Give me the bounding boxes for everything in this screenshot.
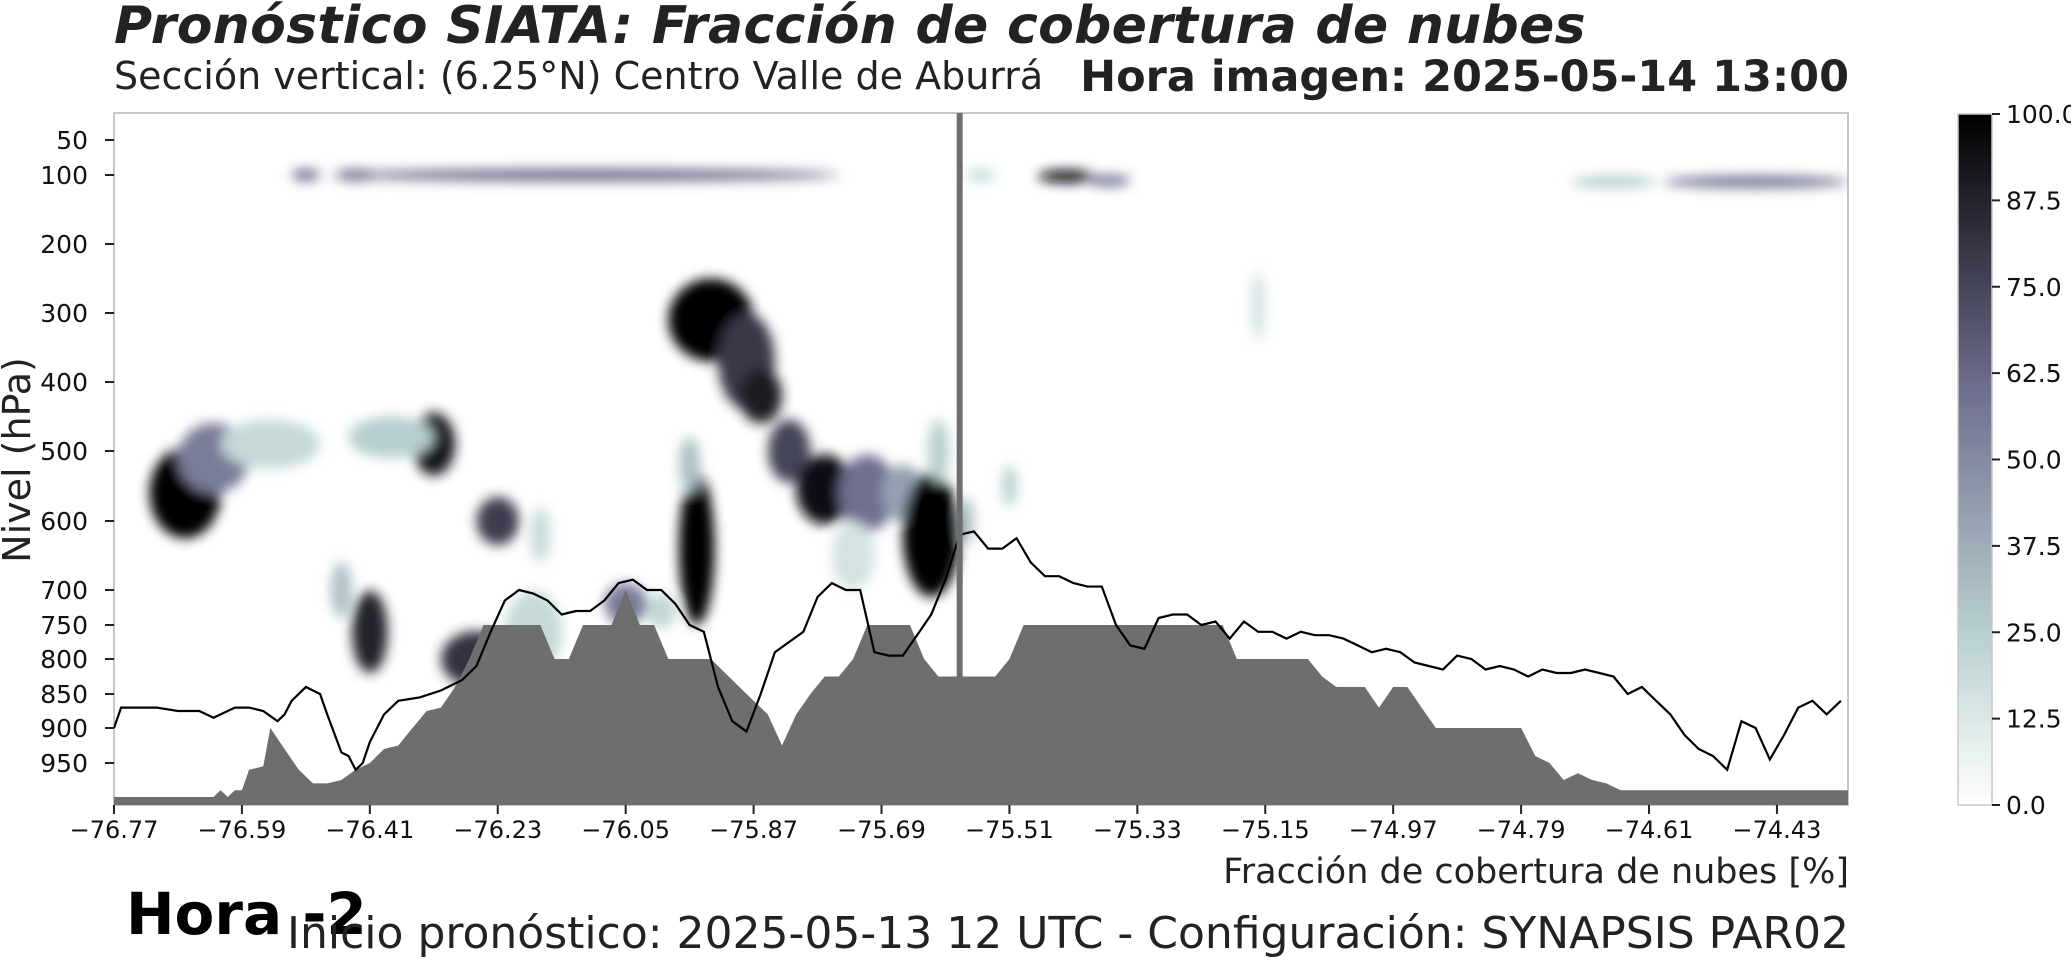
x-tick-label: −75.33: [1093, 816, 1182, 844]
cloud-cell: [291, 169, 321, 181]
page-title: Pronóstico SIATA: Fracción de cobertura …: [114, 0, 1586, 56]
colorbar-tick-label: 87.5: [2006, 186, 2062, 215]
x-tick-label: −74.97: [1349, 816, 1438, 844]
colorbar-tick-label: 37.5: [2006, 532, 2062, 561]
y-tick-label: 50: [56, 126, 88, 155]
x-axis: −76.77 −76.59 −76.41 −76.23 −76.05 −75.87 −75.…: [70, 805, 1822, 844]
x-tick-label: −75.69: [837, 816, 926, 844]
y-tick-label: 200: [40, 230, 88, 259]
cloud-cell: [1570, 175, 1657, 188]
y-tick-label: 500: [40, 437, 88, 466]
chart-subtitle: Sección vertical: (6.25°N) Centro Valle …: [114, 54, 1044, 98]
y-tick-label: 850: [40, 680, 88, 709]
y-axis: 50 100 200 300 400 500 600 700 750 800 850 900 950: [40, 126, 114, 778]
x-tick-label: −74.43: [1733, 816, 1822, 844]
y-tick-label: 300: [40, 299, 88, 328]
x-tick-label: −76.77: [70, 816, 159, 844]
cloud-cell: [902, 472, 960, 597]
cloud-cell: [831, 521, 875, 590]
cloud-cell: [1037, 170, 1095, 183]
colorbar-tick-label: 25.0: [2006, 618, 2062, 647]
x-axis-label: Fracción de cobertura de nubes [%]: [1223, 852, 1849, 892]
colorbar-tick-label: 75.0: [2006, 273, 2062, 302]
x-tick-label: −76.59: [198, 816, 287, 844]
x-tick-label: −75.87: [709, 816, 798, 844]
x-tick-label: −74.61: [1605, 816, 1694, 844]
colorbar: 0.0 12.5 25.0 37.5 50.0 62.5 75.0 87.5 100.0: [1957, 100, 2071, 820]
y-tick-label: 600: [40, 507, 88, 536]
cloud-cell: [739, 368, 783, 424]
cloud-cell: [927, 419, 950, 483]
colorbar-tick-label: 62.5: [2006, 359, 2062, 388]
cloud-cell: [220, 419, 321, 469]
cloud-cell: [838, 454, 896, 532]
colorbar-tick-label: 50.0: [2006, 446, 2062, 475]
cloud-cell: [796, 454, 854, 525]
x-tick-label: −76.23: [453, 816, 542, 844]
x-tick-label: −76.05: [581, 816, 670, 844]
cloud-cell: [529, 507, 552, 563]
x-tick-label: −74.79: [1477, 816, 1566, 844]
cloud-fraction-field: [149, 169, 1848, 687]
x-tick-label: −75.15: [1221, 816, 1310, 844]
colorbar-tick-label: 12.5: [2006, 705, 2062, 734]
relative-hour-label: Hora -2: [126, 880, 367, 948]
plot-area: [113, 112, 1849, 806]
cloud-cell: [348, 416, 434, 459]
y-tick-label: 750: [40, 611, 88, 640]
y-tick-label: 800: [40, 645, 88, 674]
cloud-cell: [330, 562, 353, 618]
colorbar-scale: [1957, 113, 1993, 806]
cloud-cell: [1087, 174, 1131, 187]
colorbar-tick-label: 100.0: [2006, 100, 2071, 129]
cloud-cell: [646, 593, 676, 629]
terrain-profile: [114, 590, 1848, 805]
cloud-cell: [1663, 175, 1848, 188]
cloud-cell: [1251, 271, 1266, 341]
cloud-cell: [1002, 465, 1017, 507]
cloud-cell: [341, 169, 839, 181]
x-tick-label: −75.51: [965, 816, 1054, 844]
y-tick-label: 400: [40, 368, 88, 397]
cloud-cell: [476, 496, 520, 546]
cloud-cell: [966, 169, 996, 181]
y-axis-label: Nivel (hPa): [0, 357, 39, 563]
image-time-label: Hora imagen: 2025-05-14 13:00: [1080, 52, 1849, 102]
y-tick-label: 900: [40, 714, 88, 743]
y-tick-label: 700: [40, 576, 88, 605]
colorbar-tick-label: 0.0: [2006, 791, 2046, 820]
forecast-info-footer: Inicio pronóstico: 2025-05-13 12 UTC - C…: [287, 908, 1849, 959]
x-tick-label: −76.41: [325, 816, 414, 844]
cloud-cell: [352, 590, 388, 673]
y-tick-label: 950: [40, 749, 88, 778]
surface-pressure-line: [114, 530, 1842, 772]
y-tick-label: 100: [40, 161, 88, 190]
cloud-cell: [767, 419, 811, 483]
cloud-cell: [678, 437, 701, 493]
cloud-cell: [678, 472, 715, 625]
